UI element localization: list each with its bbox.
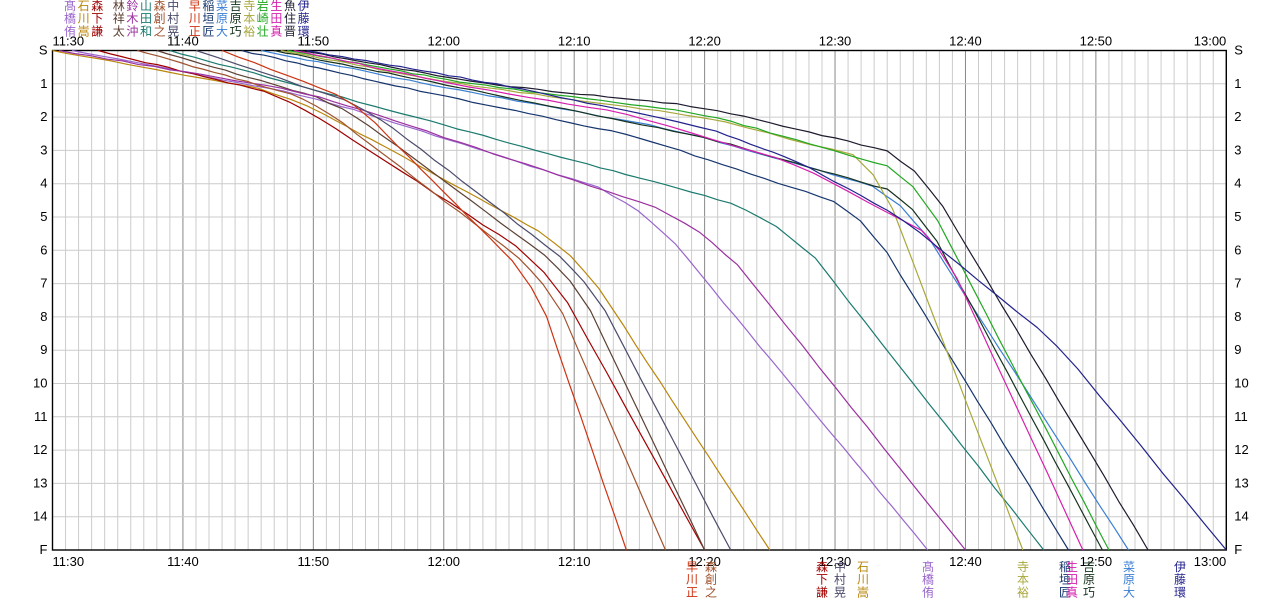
svg-text:巧: 巧 — [230, 24, 242, 38]
svg-text:11:40: 11:40 — [167, 554, 199, 569]
svg-text:5: 5 — [40, 209, 47, 224]
svg-text:裕: 裕 — [1017, 584, 1029, 599]
svg-text:真: 真 — [1066, 585, 1078, 599]
svg-text:12:00: 12:00 — [427, 554, 460, 569]
svg-text:13:00: 13:00 — [1194, 34, 1227, 49]
svg-text:11:50: 11:50 — [298, 554, 330, 569]
svg-text:正: 正 — [189, 24, 201, 38]
svg-text:2: 2 — [40, 109, 47, 124]
svg-text:12:20: 12:20 — [688, 34, 721, 49]
svg-text:之: 之 — [705, 585, 717, 599]
svg-text:9: 9 — [1234, 342, 1241, 357]
svg-text:匠: 匠 — [202, 24, 214, 38]
svg-text:12:40: 12:40 — [949, 554, 982, 569]
svg-text:侑: 侑 — [64, 24, 76, 38]
svg-text:12:10: 12:10 — [558, 34, 591, 49]
svg-text:14: 14 — [1234, 509, 1248, 524]
svg-text:10: 10 — [1234, 376, 1248, 391]
svg-text:1: 1 — [40, 76, 47, 91]
svg-text:1: 1 — [1234, 76, 1241, 91]
svg-text:12:40: 12:40 — [949, 34, 982, 49]
svg-text:10: 10 — [33, 376, 47, 391]
svg-text:12:50: 12:50 — [1080, 34, 1113, 49]
svg-text:巧: 巧 — [1083, 585, 1095, 599]
svg-text:晃: 晃 — [167, 24, 179, 38]
svg-text:14: 14 — [33, 509, 47, 524]
svg-text:S: S — [39, 43, 48, 58]
svg-text:11: 11 — [1234, 409, 1248, 424]
svg-text:6: 6 — [1234, 242, 1241, 257]
svg-text:4: 4 — [40, 176, 47, 191]
svg-text:裕: 裕 — [243, 23, 255, 38]
svg-text:晋: 晋 — [284, 24, 296, 38]
svg-text:11: 11 — [34, 409, 48, 424]
svg-text:太: 太 — [113, 23, 125, 38]
svg-text:之: 之 — [154, 24, 166, 38]
svg-text:正: 正 — [686, 585, 698, 599]
svg-text:壮: 壮 — [257, 24, 269, 38]
svg-text:晃: 晃 — [834, 585, 846, 599]
svg-text:和: 和 — [140, 24, 152, 38]
svg-text:8: 8 — [1234, 309, 1241, 324]
svg-text:11:30: 11:30 — [53, 554, 85, 569]
svg-text:嵩: 嵩 — [857, 585, 869, 599]
svg-text:8: 8 — [40, 309, 47, 324]
svg-text:12: 12 — [1234, 442, 1248, 457]
svg-text:S: S — [1234, 43, 1243, 58]
svg-text:4: 4 — [1234, 176, 1241, 191]
svg-text:13:00: 13:00 — [1194, 554, 1227, 569]
svg-text:環: 環 — [1174, 585, 1186, 599]
svg-text:6: 6 — [40, 242, 47, 257]
svg-text:12:30: 12:30 — [819, 34, 852, 49]
svg-text:F: F — [40, 542, 48, 557]
svg-text:12:00: 12:00 — [427, 34, 460, 49]
svg-text:F: F — [1234, 542, 1242, 557]
svg-text:9: 9 — [40, 342, 47, 357]
svg-text:謙: 謙 — [91, 24, 103, 38]
svg-text:嵩: 嵩 — [78, 24, 90, 38]
svg-text:3: 3 — [40, 142, 47, 157]
svg-text:大: 大 — [216, 24, 228, 38]
svg-text:12: 12 — [33, 442, 47, 457]
svg-text:謙: 謙 — [816, 585, 828, 599]
svg-text:13: 13 — [1234, 475, 1248, 490]
svg-text:7: 7 — [40, 276, 47, 291]
svg-text:真: 真 — [270, 24, 282, 38]
svg-text:環: 環 — [298, 24, 310, 38]
svg-text:2: 2 — [1234, 109, 1241, 124]
svg-text:12:10: 12:10 — [558, 554, 591, 569]
svg-text:13: 13 — [33, 475, 47, 490]
svg-text:7: 7 — [1234, 276, 1241, 291]
svg-text:沖: 沖 — [126, 24, 138, 38]
svg-text:3: 3 — [1234, 142, 1241, 157]
svg-text:侑: 侑 — [922, 585, 934, 599]
svg-text:大: 大 — [1123, 585, 1135, 599]
svg-text:5: 5 — [1234, 209, 1241, 224]
